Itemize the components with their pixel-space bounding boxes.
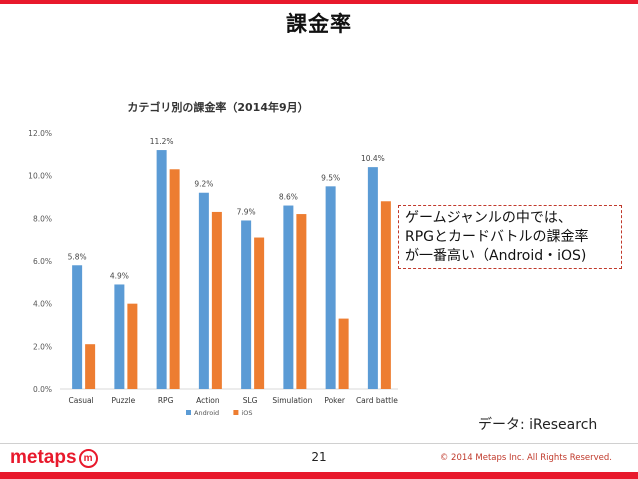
- bar-ios-casual: [85, 344, 96, 389]
- bar-ios-slg: [254, 237, 265, 389]
- bar-ios-action: [211, 211, 222, 389]
- bar-android-casual: [72, 265, 83, 389]
- data-label: 9.2%: [194, 180, 213, 189]
- callout-line-3: が一番高い（Android・iOS): [405, 248, 587, 264]
- page-number: 21: [311, 450, 327, 464]
- data-label: 11.2%: [150, 137, 174, 146]
- y-tick-label: 2.0%: [33, 342, 52, 351]
- bar-ios-rpg: [169, 169, 180, 389]
- x-tick-label: RPG: [158, 396, 174, 405]
- x-tick-label: Casual: [69, 396, 94, 405]
- x-tick-label: SLG: [243, 396, 258, 405]
- x-axis: Casual Puzzle RPG Action SLG Simulation Poker C…: [60, 388, 398, 405]
- bar-android-action: [198, 192, 209, 389]
- bar-ios-card-battle: [380, 201, 391, 389]
- bar-android-simulation: [283, 205, 294, 389]
- legend-swatch-ios: [233, 410, 239, 415]
- y-tick-label: 4.0%: [33, 300, 52, 309]
- callout-line-1: ゲームジャンルの中では、: [405, 210, 572, 226]
- chart-title: カテゴリ別の課金率（2014年9月）: [127, 100, 308, 114]
- bar-android-card-battle: [367, 167, 378, 389]
- logo-text: metaps: [10, 447, 77, 468]
- data-labels: 5.8% 4.9% 11.2% 9.2% 7.9% 8.6% 9.5% 10.4%: [68, 137, 385, 280]
- y-axis: 0.0% 2.0% 4.0% 6.0% 8.0% 10.0% 12.0%: [28, 129, 52, 394]
- y-tick-label: 8.0%: [33, 214, 52, 223]
- source-note: データ: iResearch: [478, 417, 598, 433]
- bars: [72, 150, 391, 389]
- legend-swatch-android: [186, 410, 191, 415]
- x-tick-label: Poker: [324, 396, 346, 405]
- bar-android-poker: [325, 186, 336, 389]
- callout-line-2: RPGとカードバトルの課金率: [405, 229, 589, 245]
- bar-ios-simulation: [296, 214, 307, 389]
- x-tick-label: Puzzle: [112, 396, 136, 405]
- bar-ios-poker: [338, 318, 349, 389]
- legend: Android iOS: [186, 409, 252, 417]
- bar-android-rpg: [156, 150, 167, 389]
- logo-mark: m: [78, 448, 98, 468]
- y-tick-label: 6.0%: [33, 257, 52, 266]
- data-label: 5.8%: [68, 252, 87, 261]
- x-tick-label: Action: [196, 396, 220, 405]
- callout-box: ゲームジャンルの中では、 RPGとカードバトルの課金率 が一番高い（Androi…: [398, 205, 622, 269]
- x-tick-label: Card battle: [356, 396, 398, 405]
- bar-android-puzzle: [114, 284, 125, 389]
- y-tick-label: 0.0%: [33, 385, 52, 394]
- data-label: 8.6%: [279, 193, 298, 202]
- footer-divider: [0, 443, 638, 444]
- y-tick-label: 12.0%: [28, 129, 52, 138]
- legend-label-android: Android: [194, 409, 219, 417]
- top-accent-bar: [0, 0, 638, 4]
- data-label: 7.9%: [237, 207, 256, 216]
- y-tick-label: 10.0%: [28, 172, 52, 181]
- slide-title: 課金率: [286, 12, 352, 36]
- data-label: 10.4%: [361, 154, 385, 163]
- bar-chart: カテゴリ別の課金率（2014年9月） 0.0% 2.0% 4.0% 6.0% 8.0% 1…: [28, 100, 398, 417]
- copyright: © 2014 Metaps Inc. All Rights Reserved.: [439, 453, 612, 463]
- metaps-logo: metaps m: [10, 447, 98, 469]
- data-label: 9.5%: [321, 173, 340, 182]
- data-label: 4.9%: [110, 271, 129, 280]
- x-tick-label: Simulation: [272, 396, 312, 405]
- bottom-accent-bar: [0, 472, 638, 479]
- legend-label-ios: iOS: [241, 409, 252, 417]
- bar-android-slg: [241, 220, 252, 389]
- bar-ios-puzzle: [127, 303, 138, 389]
